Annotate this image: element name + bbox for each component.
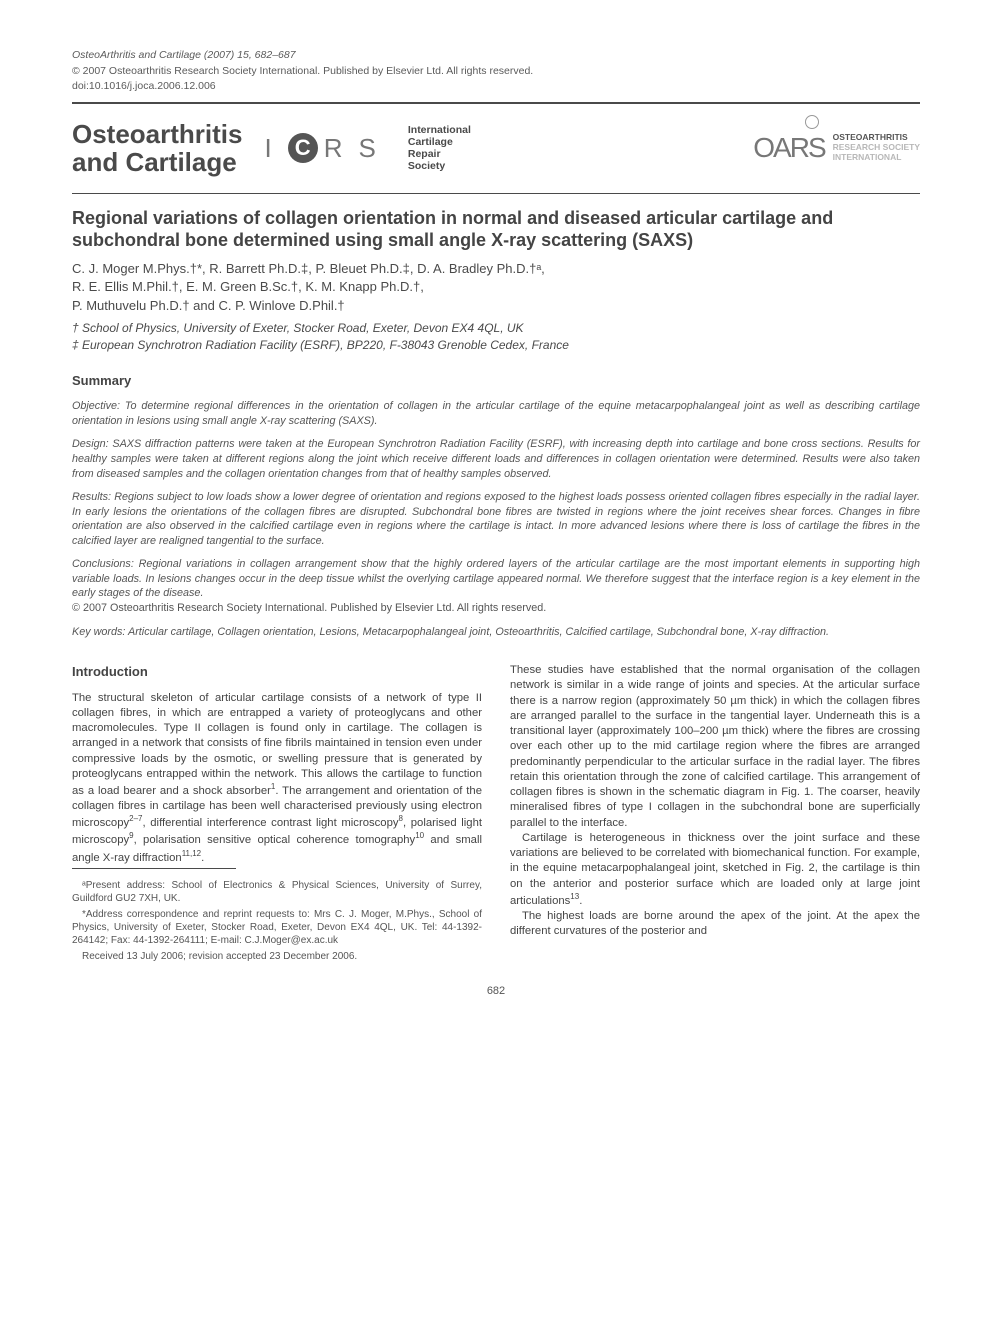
- col2-paragraph-3: The highest loads are borne around the a…: [510, 909, 920, 940]
- abstract-conclusions-text: Conclusions: Regional variations in coll…: [72, 558, 920, 599]
- authors: C. J. Moger M.Phys.†*, R. Barrett Ph.D.‡…: [72, 260, 920, 317]
- ref-sup-13: 13: [570, 892, 579, 901]
- column-right: These studies have established that the …: [510, 663, 920, 965]
- footnote-rule: [72, 868, 236, 869]
- abstract-objective: Objective: To determine regional differe…: [72, 399, 920, 428]
- authors-line2: R. E. Ellis M.Phil.†, E. M. Green B.Sc.†…: [72, 278, 920, 297]
- icrs-letter-i: I: [265, 131, 282, 166]
- affiliation-1: † School of Physics, University of Exete…: [72, 320, 920, 337]
- footnotes: ᵃPresent address: School of Electronics …: [72, 879, 482, 963]
- body-columns: Introduction The structural skeleton of …: [72, 663, 920, 965]
- affiliation-2: ‡ European Synchrotron Radiation Facilit…: [72, 337, 920, 354]
- icrs-text-l2: Cartilage: [408, 136, 471, 148]
- icrs-logo: I C R S: [265, 131, 386, 166]
- icrs-text-l3: Repair: [408, 148, 471, 160]
- intro-p1-e: , polarisation sensitive optical coheren…: [134, 834, 416, 846]
- page-number: 682: [72, 984, 920, 999]
- icrs-text-l4: Society: [408, 160, 471, 172]
- doi: doi:10.1016/j.joca.2006.12.006: [72, 79, 920, 93]
- authors-line3: P. Muthuvelu Ph.D.† and C. P. Winlove D.…: [72, 297, 920, 316]
- keywords: Key words: Articular cartilage, Collagen…: [72, 625, 920, 640]
- footnote-a: ᵃPresent address: School of Electronics …: [72, 879, 482, 905]
- abstract-copyright: © 2007 Osteoarthritis Research Society I…: [72, 602, 546, 614]
- header-rule: [72, 193, 920, 194]
- journal-issue-line: OsteoArthritis and Cartilage (2007) 15, …: [72, 48, 920, 62]
- col2-p1-a: These studies have established that the …: [510, 664, 920, 798]
- intro-p1-a: The structural skeleton of articular car…: [72, 692, 482, 797]
- oars-fullname: OSTEOARTHRITIS RESEARCH SOCIETY INTERNAT…: [833, 133, 920, 162]
- ref-sup-11-12: 11,12: [182, 849, 201, 858]
- col2-p2-c: .: [579, 895, 582, 907]
- abstract: Objective: To determine regional differe…: [72, 399, 920, 639]
- top-rule: [72, 102, 920, 104]
- oars-globe-icon: [805, 115, 819, 129]
- journal-header: Osteoarthritis and Cartilage I C R S Int…: [72, 120, 920, 177]
- introduction-heading: Introduction: [72, 663, 482, 681]
- ref-sup-2-7: 2–7: [129, 814, 142, 823]
- abstract-conclusions: Conclusions: Regional variations in coll…: [72, 557, 920, 615]
- intro-paragraph-1: The structural skeleton of articular car…: [72, 691, 482, 866]
- fig1-ref: Fig. 1: [781, 786, 810, 798]
- icrs-fullname: International Cartilage Repair Society: [408, 124, 471, 172]
- oars-l3: INTERNATIONAL: [833, 153, 920, 163]
- oars-letters: OARS: [753, 132, 824, 163]
- icrs-letter-c: C: [288, 133, 318, 163]
- journal-name: Osteoarthritis and Cartilage: [72, 120, 243, 177]
- abstract-design: Design: SAXS diffraction patterns were t…: [72, 437, 920, 481]
- ref-sup-10: 10: [415, 831, 424, 840]
- col2-paragraph-1: These studies have established that the …: [510, 663, 920, 831]
- intro-p1-g: .: [201, 851, 204, 863]
- authors-line1: C. J. Moger M.Phys.†*, R. Barrett Ph.D.‡…: [72, 260, 920, 279]
- keywords-label: Key words:: [72, 626, 125, 638]
- top-copyright: © 2007 Osteoarthritis Research Society I…: [72, 64, 920, 78]
- icrs-text-l1: International: [408, 124, 471, 136]
- col2-paragraph-2: Cartilage is heterogeneous in thickness …: [510, 831, 920, 909]
- fig2-ref: Fig. 2: [785, 862, 814, 874]
- article-title: Regional variations of collagen orientat…: [72, 208, 920, 252]
- abstract-results: Results: Regions subject to low loads sh…: [72, 490, 920, 548]
- footnote-corresponding: *Address correspondence and reprint requ…: [72, 908, 482, 947]
- keywords-list: Articular cartilage, Collagen orientatio…: [125, 626, 829, 638]
- icrs-letter-s: S: [359, 131, 386, 166]
- intro-p1-c: , differential interference contrast lig…: [142, 817, 398, 829]
- journal-name-line1: Osteoarthritis: [72, 120, 243, 149]
- icrs-letter-r: R: [324, 131, 353, 166]
- oars-mark: OARS: [753, 129, 824, 167]
- footnote-received: Received 13 July 2006; revision accepted…: [72, 950, 482, 963]
- column-left: Introduction The structural skeleton of …: [72, 663, 482, 965]
- oars-logo: OARS OSTEOARTHRITIS RESEARCH SOCIETY INT…: [753, 129, 920, 167]
- journal-name-line2: and Cartilage: [72, 148, 243, 177]
- summary-heading: Summary: [72, 372, 920, 390]
